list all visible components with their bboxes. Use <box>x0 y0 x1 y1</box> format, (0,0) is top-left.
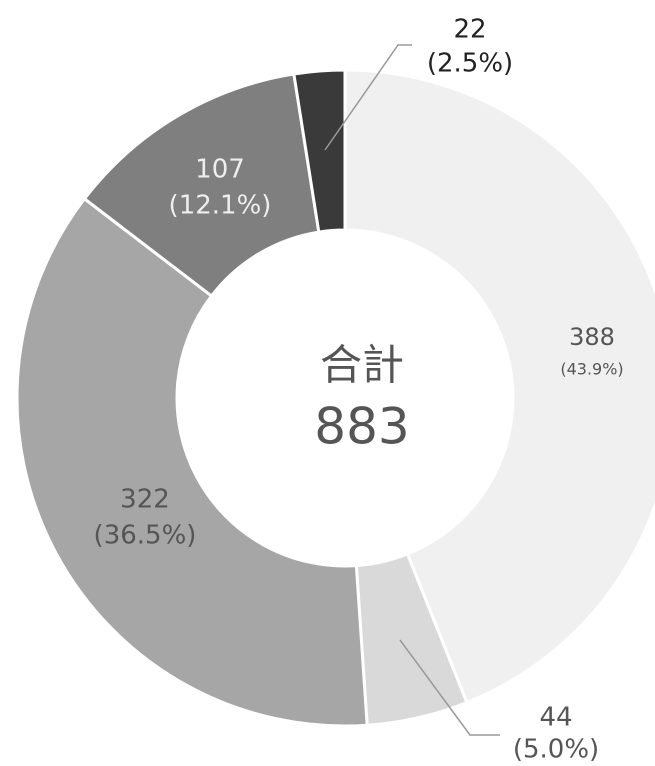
percent-label: (43.9%) <box>560 360 623 379</box>
leader-line <box>324 44 412 151</box>
donut-slice <box>343 68 655 705</box>
center-label: 合計 <box>320 341 404 390</box>
data-label: 22 <box>453 15 486 45</box>
donut-slice <box>15 196 369 728</box>
data-label: 388 <box>569 323 615 351</box>
percent-label: (36.5%) <box>94 521 197 551</box>
leader-line <box>399 639 500 736</box>
data-label: 44 <box>539 703 572 733</box>
percent-label: (12.1%) <box>169 191 272 221</box>
percent-label: (2.5%) <box>427 49 513 79</box>
data-label: 107 <box>195 155 245 185</box>
donut-slice <box>82 72 321 299</box>
data-label: 322 <box>120 485 170 515</box>
percent-label: (5.0%) <box>513 735 599 765</box>
center-total: 883 <box>314 398 409 456</box>
donut-slice <box>292 68 347 234</box>
